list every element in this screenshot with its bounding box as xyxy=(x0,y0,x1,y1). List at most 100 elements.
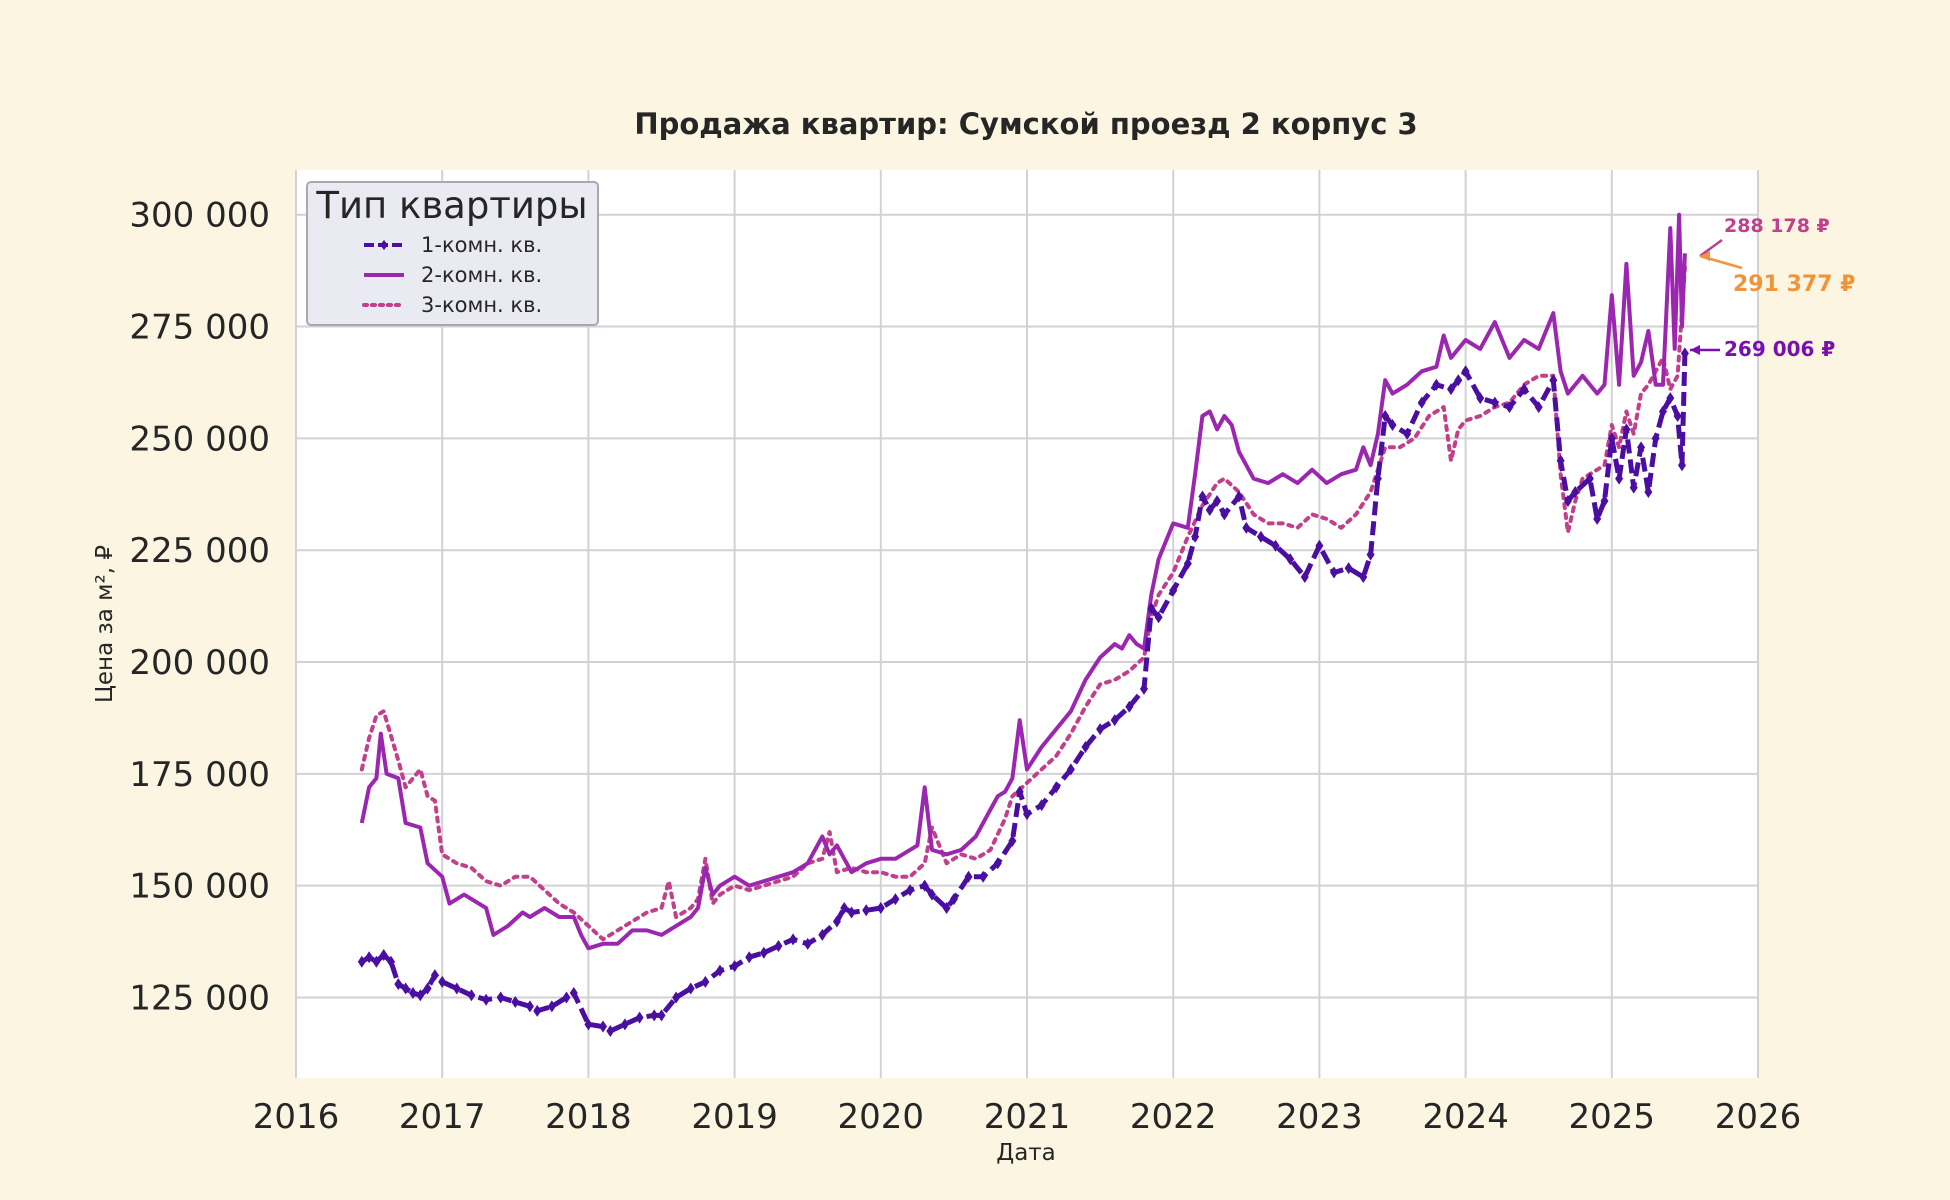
y-tick-label: 175 000 xyxy=(129,755,270,795)
data-point xyxy=(482,993,491,1006)
annotation-arrowhead xyxy=(1700,251,1710,261)
data-point xyxy=(1147,602,1156,615)
data-point xyxy=(1271,539,1280,552)
data-point xyxy=(1446,383,1455,396)
data-point xyxy=(1008,834,1017,847)
data-point xyxy=(1490,396,1499,409)
data-point xyxy=(525,1000,534,1013)
legend-marker xyxy=(380,240,388,250)
data-point xyxy=(1096,723,1105,736)
data-point xyxy=(1359,571,1368,584)
data-point xyxy=(1125,700,1134,713)
data-point xyxy=(803,937,812,950)
y-tick-label: 225 000 xyxy=(129,531,270,571)
x-tick-label: 2018 xyxy=(545,1097,632,1137)
data-point xyxy=(1680,347,1689,360)
data-point xyxy=(635,1011,644,1024)
data-point xyxy=(1505,401,1514,414)
series-line xyxy=(359,265,1687,942)
data-point xyxy=(584,1018,593,1031)
data-point xyxy=(1563,494,1572,507)
data-point xyxy=(906,884,915,897)
data-point xyxy=(1315,539,1324,552)
x-tick-label: 2023 xyxy=(1276,1097,1363,1137)
data-point xyxy=(789,933,798,946)
data-point xyxy=(686,982,695,995)
data-point xyxy=(1432,378,1441,391)
data-point xyxy=(606,1025,615,1038)
data-point xyxy=(1242,521,1251,534)
data-point xyxy=(1476,392,1485,405)
data-point xyxy=(1191,530,1200,543)
data-point xyxy=(1381,410,1390,423)
data-point xyxy=(1651,432,1660,445)
data-point xyxy=(1644,486,1653,499)
data-point xyxy=(394,978,403,991)
data-point xyxy=(547,1000,556,1013)
y-tick-label: 300 000 xyxy=(129,196,270,236)
data-point xyxy=(357,955,366,968)
data-point xyxy=(1658,405,1667,418)
data-point xyxy=(920,879,929,892)
data-point xyxy=(562,991,571,1004)
data-point xyxy=(927,888,936,901)
data-point xyxy=(818,928,827,941)
x-tick-label: 2019 xyxy=(691,1097,778,1137)
y-tick-label: 125 000 xyxy=(129,978,270,1018)
data-point xyxy=(1454,374,1463,387)
data-point xyxy=(832,915,841,928)
legend-items: 1-комн. кв. 2-комн. кв. 3-комн. кв. xyxy=(362,233,542,317)
data-point xyxy=(1556,454,1565,467)
data-point xyxy=(862,904,871,917)
data-point xyxy=(1417,396,1426,409)
y-tick-label: 150 000 xyxy=(129,867,270,907)
data-point xyxy=(949,893,958,906)
data-point xyxy=(569,987,578,1000)
data-point xyxy=(1461,365,1470,378)
data-point xyxy=(438,975,447,988)
data-point xyxy=(1666,392,1675,405)
data-point xyxy=(467,989,476,1002)
data-point xyxy=(1213,494,1222,507)
x-tick-label: 2017 xyxy=(399,1097,486,1137)
data-point xyxy=(1637,441,1646,454)
legend-label: 3-комн. кв. xyxy=(421,293,542,317)
data-point xyxy=(599,1020,608,1033)
data-point xyxy=(1169,584,1178,597)
data-point xyxy=(1677,459,1686,472)
data-point xyxy=(774,940,783,953)
data-point xyxy=(365,951,374,964)
annotation-label: 288 178 ₽ xyxy=(1724,215,1830,237)
data-point xyxy=(1110,714,1119,727)
data-point xyxy=(1388,418,1397,431)
data-point xyxy=(891,893,900,906)
annotations: 288 178 ₽ 291 377 ₽ 269 006 ₽ xyxy=(1690,215,1855,361)
data-point xyxy=(1286,553,1295,566)
data-point xyxy=(423,982,432,995)
series-line xyxy=(359,212,1687,951)
data-point xyxy=(993,857,1002,870)
x-tick-label: 2016 xyxy=(253,1097,340,1137)
data-point xyxy=(1571,486,1580,499)
data-point xyxy=(416,989,425,1002)
data-point xyxy=(1330,566,1339,579)
data-point xyxy=(496,991,505,1004)
data-point xyxy=(745,951,754,964)
data-point xyxy=(1403,427,1412,440)
data-point xyxy=(1139,682,1148,695)
data-point xyxy=(1615,472,1624,485)
data-point xyxy=(1593,512,1602,525)
legend: Тип квартиры 1-комн. кв. 2-комн. кв. 3-ком… xyxy=(306,181,599,326)
data-point xyxy=(1344,562,1353,575)
data-point xyxy=(1600,494,1609,507)
data-point xyxy=(1205,503,1214,516)
data-point xyxy=(650,1009,659,1022)
annotation-arrow xyxy=(1699,238,1723,258)
x-axis-label: Дата xyxy=(996,1140,1056,1166)
data-point xyxy=(401,982,410,995)
data-point xyxy=(730,960,739,973)
data-point xyxy=(1198,490,1207,503)
data-point xyxy=(942,902,951,915)
data-point xyxy=(1220,508,1229,521)
